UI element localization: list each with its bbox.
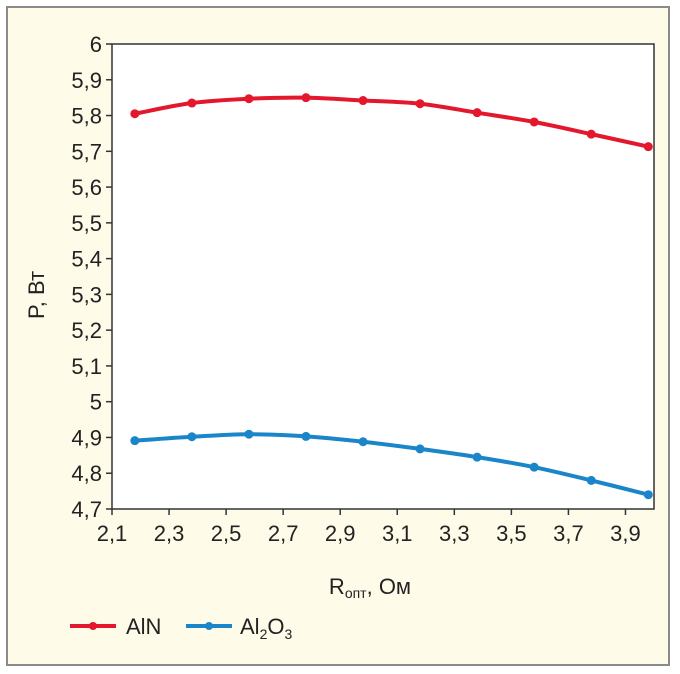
y-tick-label: 5,7 [71,139,102,164]
y-tick-label: 4,7 [71,497,102,522]
data-point-al2o3 [472,452,482,462]
legend-item-aln: AlN [70,614,161,639]
y-tick-label: 5,1 [71,354,102,379]
legend-al2o3-a: Al [240,614,260,639]
series-layer [130,93,653,500]
y-tick-label: 5,2 [71,318,102,343]
x-tick-label: 2,1 [97,521,128,546]
x-tick-label: 2,3 [154,521,185,546]
x-axis-label-sub: опт [345,585,367,601]
y-tick-label: 4,9 [71,425,102,450]
x-tick-label: 2,9 [325,521,356,546]
series-line-aln [134,95,649,149]
y-tick-label: 5,4 [71,247,102,272]
plot-area [111,43,655,510]
data-point-aln [415,99,425,109]
y-tick-label: 5,9 [71,68,102,93]
data-point-al2o3 [301,431,311,441]
data-point-al2o3 [415,444,425,454]
legend: AlN Al2O3 [70,614,292,642]
data-point-aln [301,93,311,103]
data-point-al2o3 [529,462,539,472]
data-point-aln [244,94,254,104]
data-point-aln [358,96,368,106]
y-tick-label: 4,8 [71,461,102,486]
x-tick-label: 3,9 [610,521,641,546]
y-tick-label: 5,6 [71,175,102,200]
x-axis-label-main: R [329,574,345,599]
x-tick-label: 3,3 [439,521,470,546]
y-tick-label: 5 [90,390,102,415]
x-tick-label: 2,7 [268,521,299,546]
y-tick-label: 5,8 [71,104,102,129]
data-point-aln [130,109,140,119]
x-tick-label: 3,5 [496,521,527,546]
data-point-al2o3 [586,475,596,485]
x-axis-ticks: 2,1 2,3 2,5 2,7 2,9 3,1 3,3 3,5 3,7 3,9 [97,509,641,546]
y-tick-label: 5,3 [71,282,102,307]
data-point-aln [529,117,539,127]
y-tick-label: 6 [90,32,102,57]
legend-al2o3-b: O [267,614,284,639]
legend-marker-al2o3 [205,622,213,630]
data-point-aln [472,108,482,118]
legend-item-al2o3: Al2O3 [186,614,292,642]
series-line-al2o3 [134,432,649,497]
legend-al2o3-s2: 3 [284,626,292,642]
data-point-al2o3 [643,490,653,500]
data-point-al2o3 [187,432,197,442]
x-axis-label: Rопт, Ом [329,574,411,601]
data-point-aln [586,129,596,139]
y-axis-label: P, Вт [24,271,49,319]
legend-marker-aln [89,622,97,630]
y-axis-ticks: 4,7 4,8 4,9 5 5,1 5,2 5,3 5,4 5,5 5,6 5,7 5,8 5,9 6 [71,32,112,522]
x-tick-label: 2,5 [211,521,242,546]
data-point-aln [643,142,653,152]
data-point-al2o3 [130,436,140,446]
y-tick-label: 5,5 [71,211,102,236]
plot-background [111,43,655,510]
x-tick-label: 3,1 [382,521,413,546]
x-tick-label: 3,7 [553,521,584,546]
data-point-al2o3 [244,429,254,439]
legend-label-aln: AlN [126,614,161,639]
data-point-al2o3 [358,437,368,447]
legend-label-al2o3: Al2O3 [240,614,292,642]
x-axis-label-rest: , Ом [367,574,411,599]
data-point-aln [187,98,197,108]
legend-al2o3-s1: 2 [260,626,268,642]
